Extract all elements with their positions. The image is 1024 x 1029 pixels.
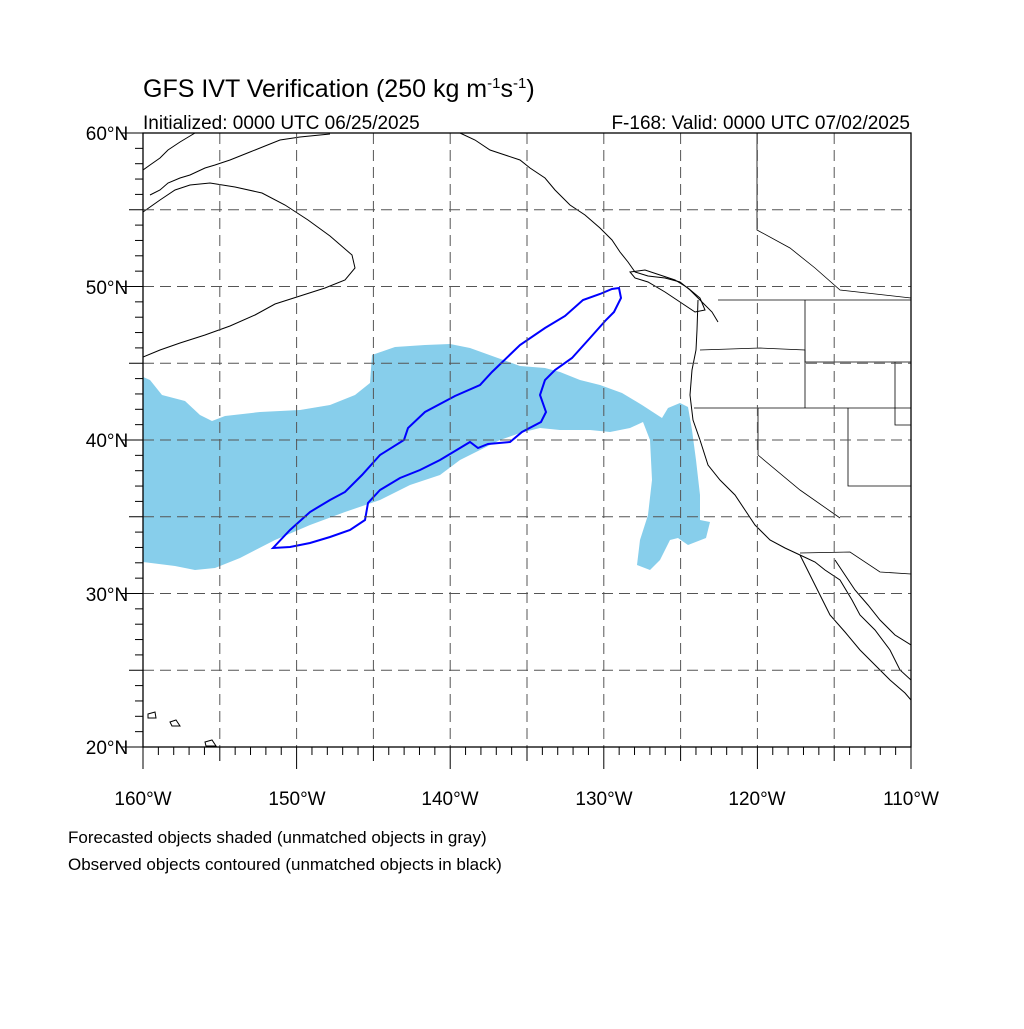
coastline-baja [799, 554, 911, 701]
graticule [143, 133, 911, 747]
lon-label-160: 160°W [114, 789, 171, 810]
observed-object-unmatched [143, 182, 356, 358]
map-title: GFS IVT Verification (250 kg m-1s-1) [143, 75, 535, 103]
coastline-bc [459, 133, 719, 323]
coastline-us-west [689, 299, 911, 681]
lat-label-40: 40°N [86, 431, 128, 452]
lat-label-50: 50°N [86, 278, 128, 299]
valid-time: F-168: Valid: 0000 UTC 07/02/2025 [611, 113, 910, 134]
lon-label-120: 120°W [728, 789, 785, 810]
border-nv-east [847, 408, 911, 487]
border-ca-nv [757, 408, 841, 519]
coastline-vancouver-island [629, 269, 706, 313]
observed-object-matched [270, 286, 623, 550]
border-us-mexico [799, 551, 911, 575]
border-bc-alberta [756, 133, 911, 299]
island-maui [169, 719, 181, 727]
lat-label-20: 20°N [86, 738, 128, 759]
axis-ticks [121, 132, 912, 769]
coastline-gulf-california [834, 559, 911, 646]
lat-label-60: 60°N [86, 124, 128, 145]
border-wa-or [699, 347, 911, 363]
forecast-object-main [143, 344, 710, 570]
lon-label-140: 140°W [421, 789, 478, 810]
lon-label-130: 130°W [575, 789, 632, 810]
lon-label-150: 150°W [268, 789, 325, 810]
note-forecast: Forecasted objects shaded (unmatched obj… [68, 828, 487, 847]
lon-label-110: 110°W [883, 789, 939, 810]
initialized-time: Initialized: 0000 UTC 06/25/2025 [143, 113, 420, 134]
coastline-alaska-south [149, 133, 331, 196]
island-hawaii [147, 711, 157, 719]
island-big [204, 739, 217, 747]
note-observed: Observed objects contoured (unmatched ob… [68, 855, 502, 874]
coastline-alaska [143, 133, 196, 171]
lat-label-30: 30°N [86, 585, 128, 606]
border-mt [894, 362, 911, 426]
